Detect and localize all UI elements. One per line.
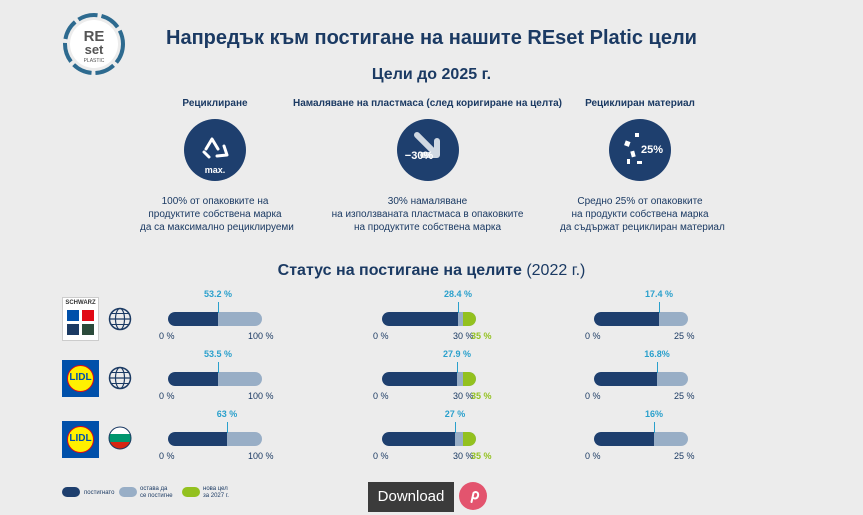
- goal-recycling: Рециклиране max. 100% от опаковките на пр…: [140, 98, 294, 234]
- value-label: 28.4 %: [443, 289, 473, 299]
- value-label: 63 %: [216, 409, 238, 419]
- status-title: Статус на постигане на целите (2022 г.): [277, 262, 586, 279]
- value-marker: [659, 302, 660, 313]
- reset-plastic-logo: RE set PLASTIC: [63, 13, 125, 75]
- value-marker: [227, 422, 228, 433]
- legend-swatch-new-target: [182, 487, 200, 497]
- legend-label: остава да се постигне: [140, 486, 173, 499]
- schwarz-group-logo: SCHWARZ: [62, 297, 99, 341]
- tick-max: 25 %: [674, 331, 695, 341]
- tick-min: 0 %: [585, 451, 601, 461]
- tick-min: 0 %: [373, 391, 389, 401]
- value-marker: [657, 362, 658, 373]
- svg-text:25%: 25%: [641, 144, 663, 156]
- legend-label: нова цел за 2027 г.: [203, 486, 229, 499]
- tick-min: 0 %: [159, 451, 175, 461]
- legend-swatch-achieved: [62, 487, 80, 497]
- goal-recycled-material: Рециклиран материал 25% Средно 25% от оп…: [560, 98, 725, 234]
- svg-text:PLASTIC: PLASTIC: [84, 58, 105, 64]
- progress-bar: [168, 432, 262, 446]
- progress-bar: [382, 312, 476, 326]
- tick-min: 0 %: [159, 391, 175, 401]
- value-marker: [218, 362, 219, 373]
- svg-text:set: set: [85, 42, 104, 57]
- value-label: 53.2 %: [203, 289, 233, 299]
- lidl-logo: LIDL: [62, 421, 99, 458]
- value-marker: [457, 362, 458, 373]
- goal-label: Рециклиран материал: [585, 98, 695, 109]
- value-label: 16.8%: [644, 349, 670, 359]
- value-label: 27 %: [444, 409, 466, 419]
- download-button[interactable]: Download: [368, 482, 454, 512]
- goal-label: Намаляване на пластмаса (след коригиране…: [292, 98, 563, 109]
- svg-text:RE: RE: [84, 28, 105, 45]
- legend-label: постигнато: [84, 490, 115, 496]
- progress-bar: [168, 312, 262, 326]
- tick-target: 30 %: [453, 451, 474, 461]
- progress-achieved: [382, 372, 457, 386]
- value-marker: [218, 302, 219, 313]
- goal-description: 30% намаляване на използваната пластмаса …: [331, 196, 524, 233]
- progress-new-target: [463, 312, 476, 326]
- recycled-material-icon: 25%: [609, 119, 671, 181]
- progress-bar: [382, 372, 476, 386]
- value-marker: [455, 422, 456, 433]
- value-marker: [458, 302, 459, 313]
- tick-max: 100 %: [248, 451, 274, 461]
- tick-new-target: 35 %: [471, 451, 492, 461]
- goal-description: Средно 25% от опаковките на продукти собс…: [560, 196, 725, 233]
- tick-target: 30 %: [453, 391, 474, 401]
- progress-bar: [594, 312, 688, 326]
- tick-new-target: 35 %: [471, 391, 492, 401]
- value-label: 17.4 %: [644, 289, 674, 299]
- tick-max: 100 %: [248, 331, 274, 341]
- svg-text:−30%: −30%: [404, 150, 433, 162]
- tick-target: 30 %: [453, 331, 474, 341]
- goal-label: Рециклиране: [182, 98, 248, 109]
- progress-new-target: [463, 372, 476, 386]
- progress-bar: [168, 372, 262, 386]
- progress-achieved: [382, 432, 455, 446]
- lidl-logo: LIDL: [62, 360, 99, 397]
- tick-min: 0 %: [159, 331, 175, 341]
- progress-achieved: [168, 432, 227, 446]
- tick-min: 0 %: [585, 391, 601, 401]
- progress-bar: [594, 372, 688, 386]
- value-label: 53.5 %: [203, 349, 233, 359]
- legend-swatch-remaining: [119, 487, 137, 497]
- tick-min: 0 %: [373, 331, 389, 341]
- goal-plastic-reduction: Намаляване на пластмаса (след коригиране…: [290, 98, 565, 234]
- value-label: 16%: [644, 409, 663, 419]
- tick-max: 25 %: [674, 391, 695, 401]
- progress-achieved: [594, 432, 654, 446]
- value-marker: [654, 422, 655, 433]
- pinterest-icon[interactable]: [459, 482, 487, 510]
- globe-icon: [108, 366, 132, 390]
- bulgaria-flag-icon: [108, 426, 132, 450]
- progress-achieved: [594, 312, 659, 326]
- goal-description: 100% от опаковките на продуктите собствен…: [140, 196, 294, 233]
- tick-new-target: 35 %: [471, 331, 492, 341]
- progress-bar: [382, 432, 476, 446]
- tick-max: 25 %: [674, 451, 695, 461]
- value-label: 27.9 %: [442, 349, 472, 359]
- progress-new-target: [463, 432, 476, 446]
- tick-max: 100 %: [248, 391, 274, 401]
- tick-min: 0 %: [585, 331, 601, 341]
- down-arrow-icon: −30%: [396, 119, 459, 181]
- svg-text:max.: max.: [205, 165, 226, 175]
- recycle-icon: max.: [184, 119, 246, 181]
- page-title: Напредък към постигане на нашите REset P…: [166, 27, 697, 49]
- progress-achieved: [168, 312, 218, 326]
- goals-title: Цели до 2025 г.: [371, 66, 492, 83]
- progress-bar: [594, 432, 688, 446]
- progress-achieved: [594, 372, 657, 386]
- progress-achieved: [382, 312, 458, 326]
- tick-min: 0 %: [373, 451, 389, 461]
- globe-icon: [108, 307, 132, 331]
- progress-achieved: [168, 372, 218, 386]
